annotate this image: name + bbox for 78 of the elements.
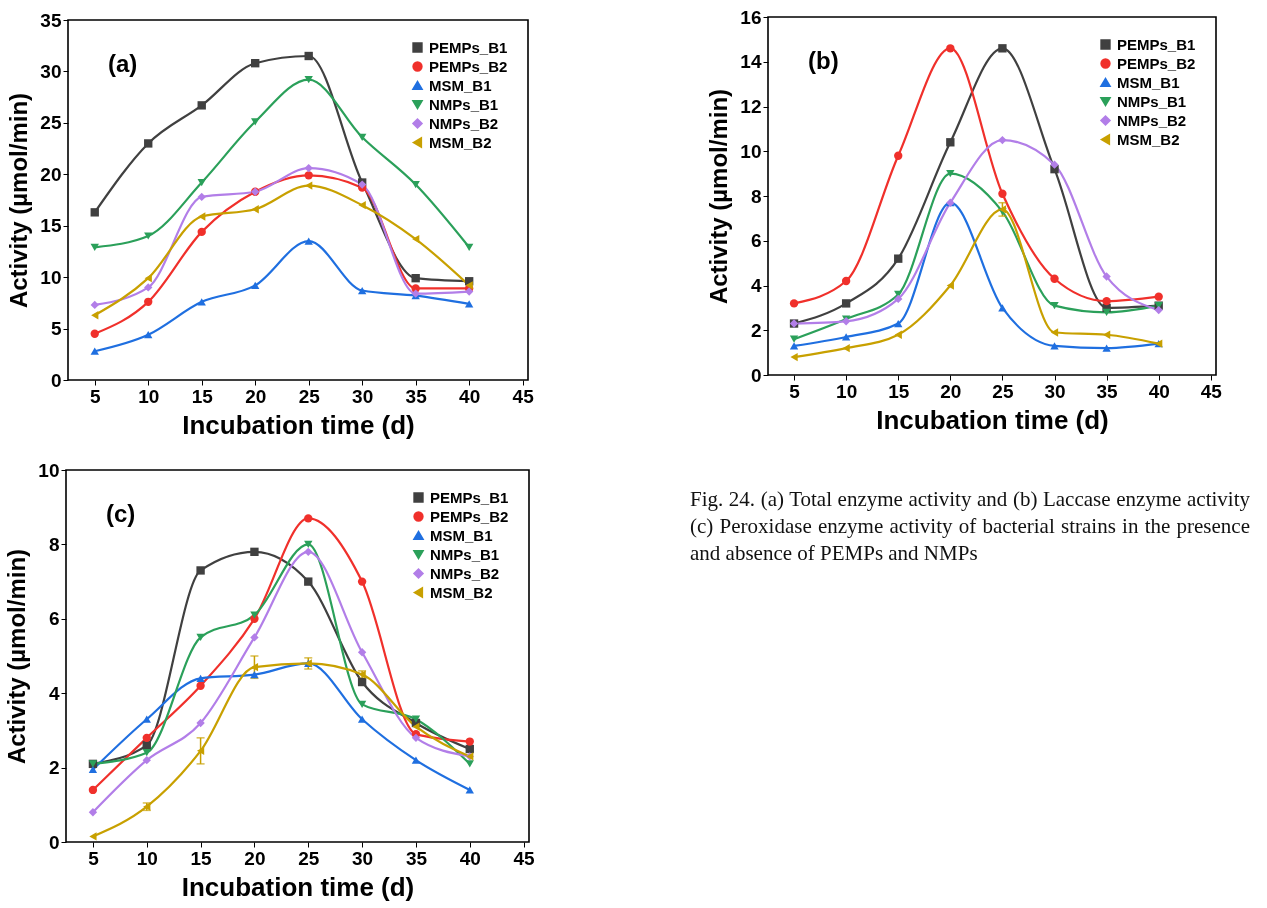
x-tick-label: 5	[789, 380, 801, 402]
y-tick-label: 2	[750, 319, 762, 341]
x-tick-label: 30	[1044, 380, 1066, 402]
x-tick-label: 35	[405, 847, 428, 869]
legend-label: NMPs_B1	[429, 95, 499, 113]
annotation: (c)	[106, 500, 136, 527]
y-axis-title: Activity (µmol/min)	[3, 548, 31, 765]
legend-label: NMPs_B2	[429, 114, 499, 132]
y-tick-label: 16	[740, 6, 762, 28]
x-tick-label: 35	[1096, 380, 1119, 402]
y-tick-label: 0	[750, 364, 762, 386]
x-tick-label: 40	[459, 385, 481, 407]
x-tick-label: 10	[836, 380, 858, 402]
y-tick-label: 10	[740, 140, 762, 162]
y-tick-label: 10	[40, 266, 62, 288]
legend-label: NMPs_B1	[1117, 92, 1187, 110]
x-tick-label: 15	[888, 380, 910, 402]
legend-label: PEMPs_B1	[430, 488, 509, 506]
x-tick-label: 45	[513, 847, 536, 869]
y-tick-label: 6	[48, 608, 60, 630]
x-tick-label: 20	[245, 385, 267, 407]
y-tick-label: 10	[38, 459, 60, 481]
caption: Fig. 24. (a) Total enzyme activity and (b) Laccase enzyme activity (c) Peroxidase enzyme activity of bacterial strains in the presence and absence of PEMPs and NMPs	[690, 486, 1250, 567]
x-tick-label: 25	[298, 385, 321, 407]
legend-label: NMPs_B2	[1117, 111, 1187, 129]
x-tick-label: 10	[136, 847, 158, 869]
y-tick-label: 8	[750, 185, 762, 207]
y-tick-label: 35	[40, 9, 62, 31]
legend-label: PEMPs_B1	[1117, 35, 1196, 53]
y-axis-title: Activity (µmol/min)	[5, 92, 33, 309]
x-tick-label: 40	[1148, 380, 1170, 402]
legend-label: MSM_B1	[1117, 73, 1180, 91]
x-tick-label: 30	[352, 385, 374, 407]
x-tick-label: 5	[88, 847, 100, 869]
x-tick-label: 20	[244, 847, 266, 869]
y-tick-label: 20	[40, 163, 62, 185]
legend-label: MSM_B2	[1117, 130, 1180, 148]
y-tick-label: 25	[40, 112, 62, 134]
y-tick-label: 0	[50, 369, 62, 391]
legend-label: NMPs_B2	[430, 564, 500, 582]
x-tick-label: 40	[459, 847, 481, 869]
legend-label: MSM_B2	[430, 583, 493, 601]
x-tick-label: 45	[512, 385, 535, 407]
legend-label: MSM_B1	[430, 526, 493, 544]
y-tick-label: 5	[50, 318, 62, 340]
x-tick-label: 20	[940, 380, 962, 402]
y-tick-label: 6	[750, 230, 762, 252]
x-tick-label: 25	[298, 847, 320, 869]
legend-label: PEMPs_B2	[1117, 54, 1196, 72]
legend-label: NMPs_B1	[430, 545, 500, 563]
legend-label: PEMPs_B2	[429, 57, 508, 75]
y-tick-label: 4	[750, 275, 762, 296]
y-tick-label: 15	[40, 215, 62, 237]
y-tick-label: 4	[48, 682, 60, 704]
x-tick-label: 5	[89, 385, 101, 407]
y-tick-label: 12	[740, 96, 762, 117]
y-tick-label: 2	[48, 757, 60, 779]
y-axis-title: Activity (µmol/min)	[705, 88, 733, 305]
x-tick-label: 25	[992, 380, 1014, 402]
x-tick-label: 35	[405, 385, 428, 407]
legend-label: PEMPs_B2	[430, 507, 509, 525]
x-tick-label: 10	[138, 385, 160, 407]
x-axis-title: Incubation time (d)	[182, 409, 415, 440]
legend-label: MSM_B1	[429, 76, 492, 94]
legend-label: MSM_B2	[429, 133, 492, 151]
legend-label: PEMPs_B1	[429, 38, 508, 56]
y-tick-label: 8	[48, 533, 60, 555]
y-tick-label: 0	[48, 831, 60, 853]
x-tick-label: 30	[352, 847, 374, 869]
y-tick-label: 14	[740, 51, 762, 73]
x-axis-title: Incubation time (d)	[181, 871, 415, 902]
x-tick-label: 45	[1200, 380, 1223, 402]
x-tick-label: 15	[191, 385, 214, 407]
y-tick-label: 30	[40, 60, 62, 82]
annotation: (b)	[808, 47, 839, 74]
annotation: (a)	[108, 50, 138, 77]
x-tick-label: 15	[190, 847, 213, 869]
x-axis-title: Incubation time (d)	[876, 404, 1109, 435]
